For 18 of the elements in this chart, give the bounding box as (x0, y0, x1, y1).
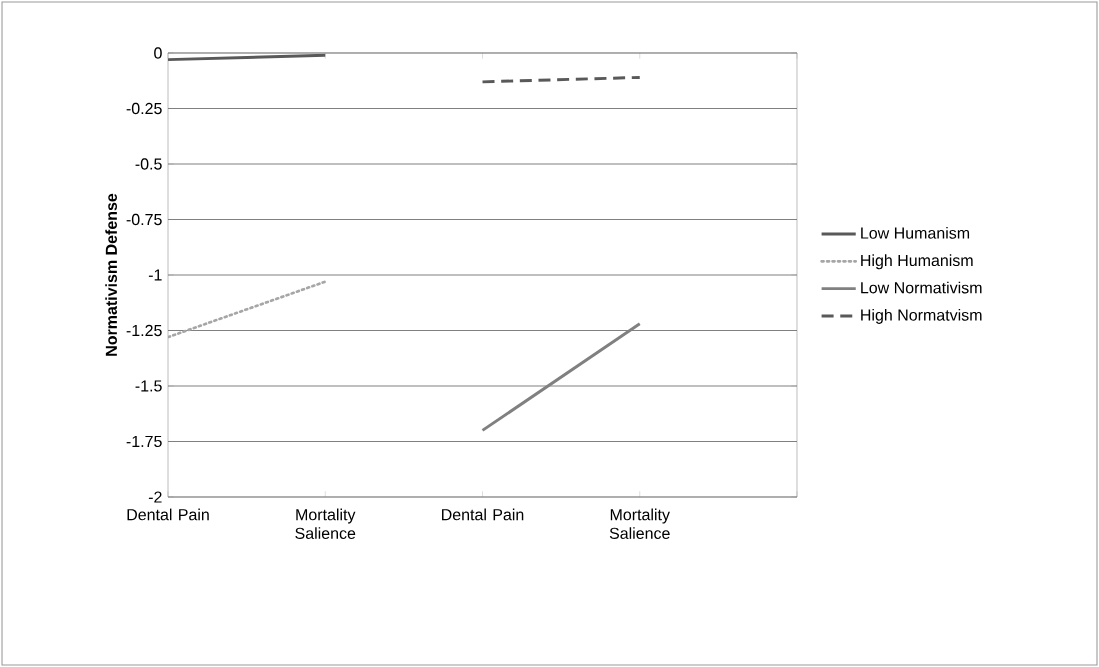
y-tick-label: -0.75 (126, 213, 162, 226)
x-tick-label: Dental Pain (127, 508, 209, 521)
y-tick-label: 0 (154, 47, 162, 59)
y-tick-label: -2 (148, 491, 162, 503)
y-tick-label: -1 (148, 269, 162, 281)
y-tick-label: -1.75 (126, 435, 162, 448)
y-tick-label: -1.25 (126, 324, 162, 337)
y-tick-label: -0.25 (126, 102, 162, 115)
y-tick-label: -1.5 (135, 380, 162, 392)
x-tick-label: Mortality Salience (609, 508, 670, 539)
legend-label: Low Normativism (861, 281, 982, 294)
legend-label: High Humanism (861, 254, 973, 270)
x-tick-label: Mortality Salience (295, 508, 356, 539)
x-tick-label: Dental Pain (442, 508, 524, 521)
y-tick-label: -0.5 (135, 158, 162, 170)
y-axis-title: Normativism Defense (105, 193, 117, 356)
legend-label: High Normatvism (861, 308, 982, 324)
legend-label: Low Humanism (861, 227, 970, 239)
